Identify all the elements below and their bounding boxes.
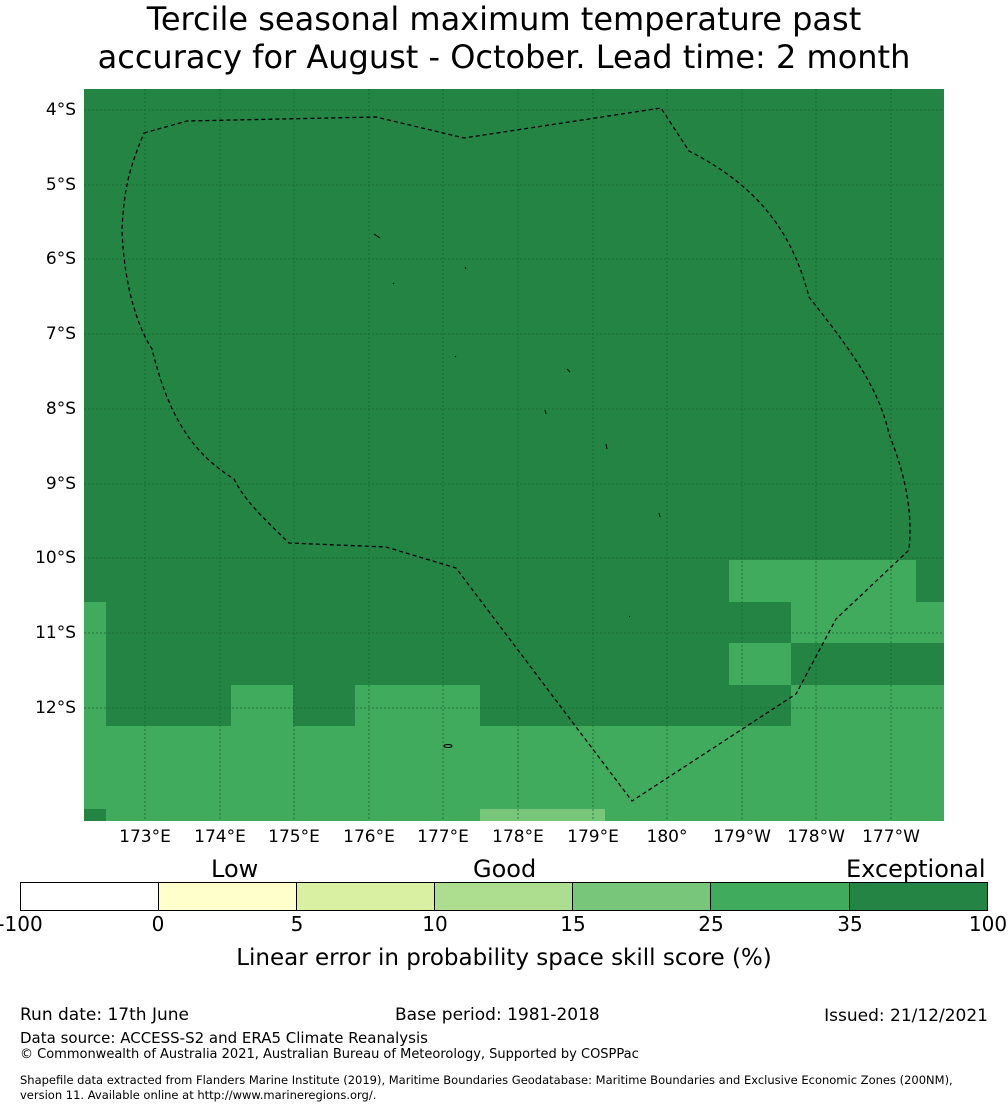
grid-cell bbox=[791, 643, 944, 685]
legend-category-exceptional: Exceptional bbox=[846, 855, 986, 883]
island bbox=[373, 233, 381, 239]
lat-label: 11°S bbox=[35, 623, 76, 643]
skill-score-map bbox=[84, 89, 944, 821]
colorbar-tick: 35 bbox=[837, 912, 863, 936]
lon-label: 177°W bbox=[862, 827, 920, 847]
grid-cell bbox=[729, 560, 916, 602]
colorbar-title: Linear error in probability space skill … bbox=[236, 945, 772, 971]
lon-label: 173°E bbox=[119, 827, 171, 847]
colorbar-tick: 15 bbox=[560, 912, 586, 936]
islands bbox=[373, 233, 661, 748]
grid-cell bbox=[729, 643, 791, 685]
colorbar-segment bbox=[849, 882, 988, 911]
lat-label: 9°S bbox=[45, 474, 76, 494]
lon-label: 179°W bbox=[713, 827, 771, 847]
island bbox=[443, 744, 453, 748]
colorbar-tick: 10 bbox=[422, 912, 448, 936]
legend-category-low: Low bbox=[211, 855, 259, 883]
lon-label: 179°E bbox=[567, 827, 619, 847]
island bbox=[658, 512, 661, 518]
colorbar-tick: 5 bbox=[290, 912, 304, 936]
grid-cell-lighter bbox=[480, 809, 605, 821]
lat-label: 10°S bbox=[35, 548, 76, 568]
grid-cell bbox=[84, 726, 944, 821]
shapefile-credit-line-2: version 11. Available online at http://w… bbox=[20, 1088, 377, 1102]
colorbar-tick: 25 bbox=[698, 912, 724, 936]
colorbar-segment bbox=[710, 882, 850, 911]
grid-cell bbox=[791, 685, 944, 730]
grid-cell bbox=[84, 809, 106, 821]
lon-label: 177°E bbox=[417, 827, 469, 847]
colorbar-tick: 100 bbox=[968, 912, 1008, 936]
run-date: Run date: 17th June bbox=[20, 1005, 189, 1025]
grid-cell bbox=[916, 560, 944, 602]
colorbar bbox=[20, 882, 988, 911]
grid-cell bbox=[791, 602, 944, 643]
gridlines bbox=[84, 89, 944, 821]
island bbox=[544, 409, 547, 415]
island bbox=[392, 282, 395, 285]
colorbar-segment bbox=[434, 882, 573, 911]
island bbox=[628, 615, 631, 618]
exceptional-skill-cells bbox=[84, 560, 944, 821]
lat-label: 12°S bbox=[35, 698, 76, 718]
map-title: Tercile seasonal maximum temperature pas… bbox=[0, 0, 1008, 76]
title-line-1: Tercile seasonal maximum temperature pas… bbox=[146, 0, 862, 38]
colorbar-tick: 0 bbox=[151, 912, 165, 936]
shapefile-credit-line-1: Shapefile data extracted from Flanders M… bbox=[20, 1073, 953, 1087]
island bbox=[454, 355, 457, 358]
base-period: Base period: 1981-2018 bbox=[395, 1005, 600, 1025]
title-line-2: accuracy for August - October. Lead time… bbox=[97, 38, 911, 76]
legend-category-good: Good bbox=[473, 855, 537, 883]
eez-boundary bbox=[121, 107, 911, 802]
lon-label: 175°E bbox=[268, 827, 320, 847]
colorbar-segment bbox=[20, 882, 159, 911]
lon-label: 178°W bbox=[787, 827, 845, 847]
lat-label: 6°S bbox=[45, 249, 76, 269]
colorbar-tick: -100 bbox=[0, 912, 43, 936]
lat-label: 4°S bbox=[45, 100, 76, 120]
good-skill-cells bbox=[84, 560, 944, 821]
data-source: Data source: ACCESS-S2 and ERA5 Climate … bbox=[20, 1029, 428, 1047]
colorbar-segment bbox=[572, 882, 711, 911]
colorbar-segment bbox=[296, 882, 435, 911]
lon-label: 174°E bbox=[194, 827, 246, 847]
lat-label: 5°S bbox=[45, 175, 76, 195]
lon-label: 176°E bbox=[343, 827, 395, 847]
grid-cell bbox=[355, 685, 480, 730]
island bbox=[566, 368, 571, 373]
lat-label: 7°S bbox=[45, 324, 76, 344]
copyright: © Commonwealth of Australia 2021, Austra… bbox=[20, 1047, 639, 1062]
grid-cell bbox=[231, 685, 293, 730]
colorbar-segment bbox=[158, 882, 297, 911]
issued-date: Issued: 21/12/2021 bbox=[824, 1006, 988, 1026]
lon-label: 180° bbox=[646, 827, 688, 847]
lat-label: 8°S bbox=[45, 399, 76, 419]
island bbox=[464, 266, 467, 270]
island bbox=[605, 443, 608, 450]
lon-label: 178°E bbox=[492, 827, 544, 847]
